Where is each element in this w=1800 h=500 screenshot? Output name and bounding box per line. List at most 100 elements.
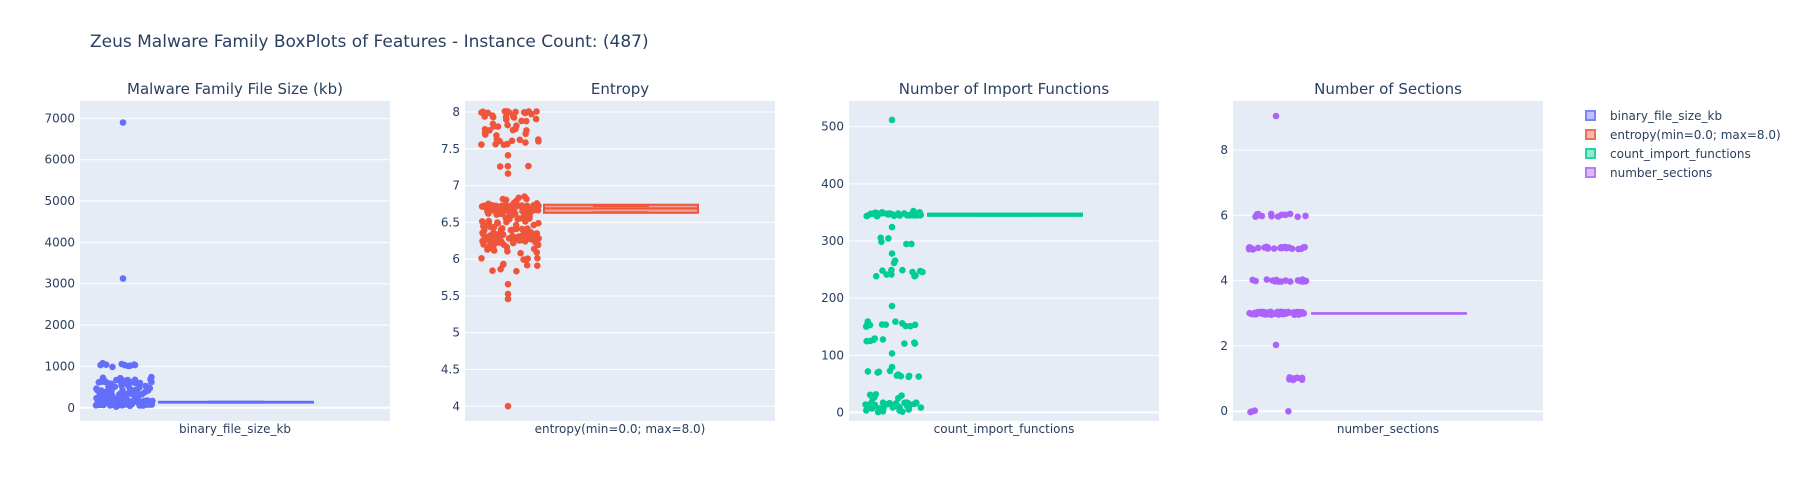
legend-item-binary-file-size[interactable]: binary_file_size_kb <box>1585 106 1781 125</box>
data-point <box>1272 341 1280 349</box>
data-point <box>1251 407 1259 415</box>
data-point <box>532 115 540 123</box>
legend: binary_file_size_kb entropy(min=0.0; max… <box>1585 106 1781 182</box>
data-point <box>497 229 504 237</box>
y-tick-label: 3000 <box>44 277 75 291</box>
data-point <box>92 402 100 409</box>
data-point <box>1278 244 1286 252</box>
data-point <box>522 130 529 138</box>
data-point <box>1271 310 1279 317</box>
legend-label: count_import_functions <box>1610 146 1751 161</box>
data-point <box>490 247 498 254</box>
data-point <box>510 113 517 120</box>
data-point <box>516 215 524 222</box>
x-tick-label: count_import_functions <box>934 422 1075 436</box>
data-point <box>1291 310 1299 317</box>
y-tick-label: 4 <box>452 399 460 413</box>
data-point <box>534 241 542 249</box>
data-point <box>527 235 535 243</box>
data-point <box>890 259 898 267</box>
data-point <box>879 336 887 343</box>
data-point <box>864 212 871 219</box>
data-point <box>1302 212 1309 220</box>
data-point <box>879 399 887 407</box>
data-point <box>1254 244 1262 252</box>
data-point <box>485 210 492 217</box>
data-point <box>888 250 896 257</box>
data-point <box>862 407 870 414</box>
y-tick-label: 7 <box>452 179 460 193</box>
data-point <box>1258 212 1266 220</box>
subplot-title: Malware Family File Size (kb) <box>127 80 343 98</box>
y-tick-label: 500 <box>821 120 844 134</box>
y-tick-label: 7000 <box>44 111 75 125</box>
data-point <box>1281 308 1288 316</box>
data-point <box>522 109 529 117</box>
data-point <box>1246 309 1253 317</box>
data-point <box>913 399 920 407</box>
data-point <box>497 265 504 273</box>
data-point <box>128 390 136 398</box>
data-point <box>1299 276 1306 283</box>
plot-area <box>849 101 1159 421</box>
data-point <box>102 361 110 369</box>
data-point <box>504 290 512 298</box>
data-point <box>878 238 885 246</box>
data-point <box>901 340 908 347</box>
y-tick-label: 4.5 <box>441 363 460 377</box>
data-point <box>503 218 510 226</box>
data-point <box>901 210 908 217</box>
data-point <box>883 271 890 278</box>
data-point <box>905 372 913 380</box>
data-point <box>522 139 529 146</box>
y-tick-label: 4 <box>1220 274 1228 288</box>
data-point <box>533 108 540 115</box>
data-point <box>871 335 878 342</box>
data-point <box>504 402 512 410</box>
y-tick-label: 4000 <box>44 235 75 249</box>
data-point <box>1272 112 1280 120</box>
data-point <box>1282 277 1289 284</box>
data-point <box>148 373 155 381</box>
data-point <box>512 125 519 133</box>
data-point <box>495 239 503 246</box>
y-tick-label: 0 <box>1220 404 1228 418</box>
data-point <box>95 379 103 386</box>
data-point <box>1300 310 1308 317</box>
data-point <box>1269 277 1276 284</box>
data-point <box>892 318 899 326</box>
x-tick-label: number_sections <box>1337 422 1439 436</box>
data-point <box>1270 245 1278 252</box>
y-tick-label: 7.5 <box>441 142 460 156</box>
data-point <box>487 223 494 231</box>
data-point <box>862 323 870 330</box>
data-point <box>533 230 541 237</box>
data-point <box>128 400 136 408</box>
data-point <box>492 140 499 148</box>
data-point <box>908 240 915 248</box>
data-point <box>516 136 524 144</box>
data-point <box>523 117 530 125</box>
data-point <box>118 381 126 388</box>
legend-label: binary_file_size_kb <box>1610 108 1723 123</box>
data-point <box>489 113 497 121</box>
plot-area <box>1233 101 1543 421</box>
legend-swatch-icon <box>1585 148 1596 159</box>
data-point <box>899 408 906 416</box>
y-tick-label: 6 <box>1220 208 1228 222</box>
data-point <box>526 213 533 221</box>
data-point <box>504 295 512 303</box>
legend-item-number-sections[interactable]: number_sections <box>1585 163 1781 182</box>
data-point <box>119 400 126 408</box>
data-point <box>523 195 530 203</box>
legend-item-entropy[interactable]: entropy(min=0.0; max=8.0) <box>1585 125 1781 144</box>
data-point <box>912 210 920 217</box>
data-point <box>1245 245 1253 253</box>
data-point <box>906 211 913 219</box>
data-point <box>523 261 531 269</box>
legend-swatch-icon <box>1585 167 1596 178</box>
data-point <box>863 337 870 345</box>
data-point <box>480 241 487 248</box>
legend-item-import-functions[interactable]: count_import_functions <box>1585 144 1781 163</box>
data-point <box>895 371 902 378</box>
